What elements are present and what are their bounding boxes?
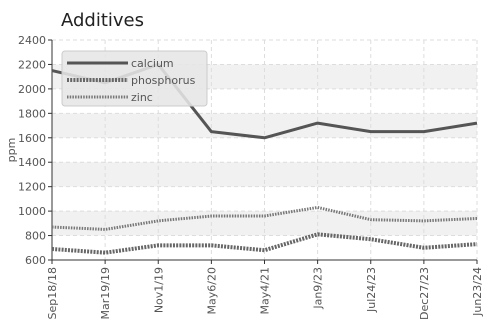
series-line-phosphorus (51, 232, 478, 255)
x-tick-label: Nov1/19 (152, 267, 165, 313)
chart-title: Additives (61, 10, 144, 31)
series-line-zinc (51, 205, 478, 231)
y-tick-label: 2200 (18, 58, 46, 71)
legend-box (61, 50, 208, 107)
x-tick-label: May6/20 (205, 267, 218, 314)
y-tick-label: 1400 (18, 156, 46, 169)
x-tick-label: May4/21 (259, 267, 272, 314)
y-tick-label: 1800 (18, 107, 46, 120)
x-tick-label: Jul24/23 (365, 267, 378, 313)
y-tick-label: 600 (25, 254, 46, 267)
x-tick-label: Sep18/18 (46, 267, 59, 319)
x-tick-label: Dec27/23 (418, 267, 431, 320)
axes: 600 800 1000 1200 1400 1600 1800 2000 2200 2400 Se… (5, 34, 484, 320)
y-tick-label: 2000 (18, 83, 46, 96)
x-tick-label: Jan9/23 (312, 267, 325, 310)
y-axis-label: ppm (5, 138, 18, 163)
x-tick-label: Jun23/24 (471, 267, 484, 317)
legend-label-calcium: calcium (131, 57, 174, 70)
legend-label-zinc: zinc (131, 91, 153, 104)
legend-label-phosphorus: phosphorus (131, 74, 196, 87)
y-tick-label: 1600 (18, 132, 46, 145)
x-tick-label: Mar19/19 (99, 267, 112, 319)
y-tick-label: 800 (25, 230, 46, 243)
y-tick-label: 2400 (18, 34, 46, 47)
y-tick-label: 1200 (18, 181, 46, 194)
y-tick-label: 1000 (18, 205, 46, 218)
legend: calcium phosphorus zinc (61, 50, 208, 107)
